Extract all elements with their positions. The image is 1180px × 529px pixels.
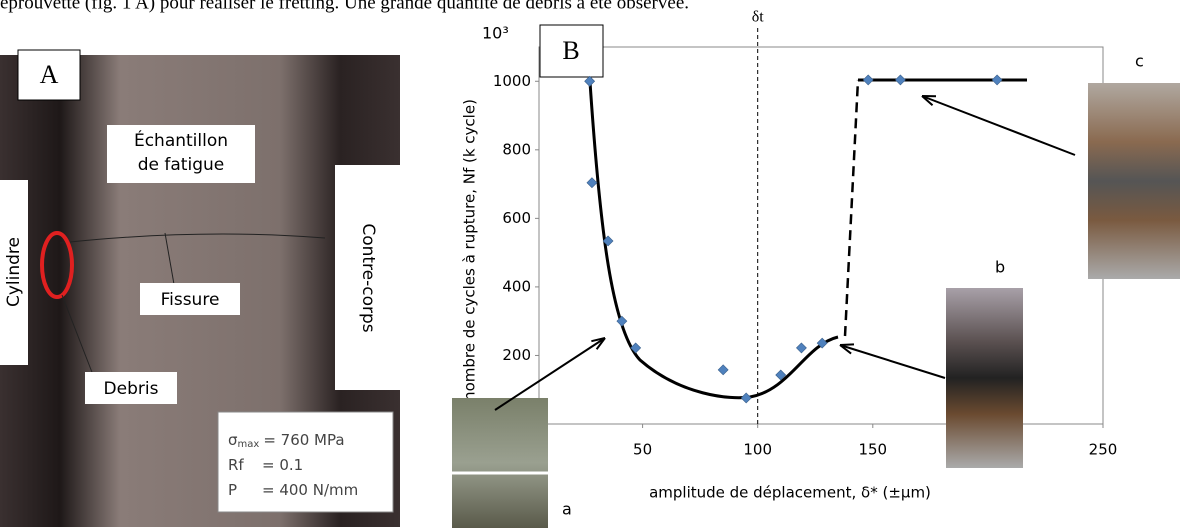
- y-tick-label: 1000: [493, 72, 531, 90]
- photo-a: [452, 398, 548, 528]
- debris-label: Debris: [104, 379, 159, 399]
- threshold-label: δt: [752, 9, 765, 26]
- point: [991, 74, 1003, 86]
- cylinder-label: Cylindre: [4, 237, 24, 307]
- point: [584, 75, 596, 87]
- panel-box: [539, 24, 604, 78]
- label-bg: [0, 180, 28, 365]
- label-bg: [85, 372, 177, 404]
- arrow: [921, 95, 1076, 156]
- point: [894, 74, 906, 86]
- crack-label: Fissure: [161, 290, 220, 310]
- panel-label: B: [562, 36, 579, 65]
- y-axis-label: nombre de cycles à rupture, Nf (k cycle): [461, 99, 479, 401]
- arrowhead: [921, 95, 937, 106]
- x-tick-label: 100: [743, 441, 772, 459]
- point: [740, 392, 752, 404]
- panel-box: [17, 49, 81, 101]
- point: [630, 342, 642, 354]
- point: [816, 337, 828, 349]
- photo-c: [1088, 83, 1180, 279]
- leader: [61, 294, 96, 381]
- y-tick-label: 600: [502, 209, 531, 227]
- x-axis-label: amplitude de déplacement, δ* (±µm): [649, 484, 931, 502]
- param: P = 400 N/mm: [228, 481, 358, 499]
- label-bg: [107, 125, 255, 183]
- crack: [59, 233, 326, 244]
- arrowhead: [839, 343, 855, 355]
- param-box: [217, 411, 394, 513]
- x-tick-label: 150: [858, 441, 887, 459]
- y-tick-label: 200: [502, 346, 531, 364]
- point: [602, 235, 614, 247]
- photo-b: [946, 288, 1023, 468]
- x-tick-label: 50: [633, 441, 652, 459]
- param: Rf = 0.1: [228, 456, 303, 474]
- arrowhead: [591, 337, 606, 350]
- sample-label: de fatigue: [138, 155, 224, 175]
- caption: éprouvette (fig. 1 A) pour réaliser le f…: [0, 0, 689, 13]
- y-tick-label: 400: [502, 277, 531, 295]
- counterbody-label: Contre-corps: [358, 223, 378, 332]
- arrow: [494, 337, 606, 411]
- label-bg: [335, 165, 400, 390]
- debris-circle: [40, 231, 74, 299]
- arrow: [839, 344, 946, 379]
- point: [717, 364, 729, 376]
- x-tick-label: 250: [1089, 441, 1118, 459]
- point: [775, 369, 787, 381]
- trend-curve: [588, 81, 839, 400]
- image-label: a: [562, 500, 572, 519]
- sample-label: Échantillon: [134, 129, 228, 151]
- y-multiplier: 10³: [482, 24, 509, 43]
- label-bg: [140, 283, 240, 315]
- point: [862, 74, 874, 86]
- panel-label: A: [40, 60, 59, 89]
- point: [796, 342, 807, 354]
- trend-jump: [843, 79, 860, 337]
- image-label: b: [995, 258, 1005, 277]
- y-tick-label: 800: [502, 140, 531, 158]
- leader: [164, 232, 176, 291]
- point: [586, 177, 598, 189]
- param: σmax = 760 MPa: [228, 431, 345, 451]
- point: [616, 315, 628, 327]
- image-label: c: [1135, 52, 1144, 71]
